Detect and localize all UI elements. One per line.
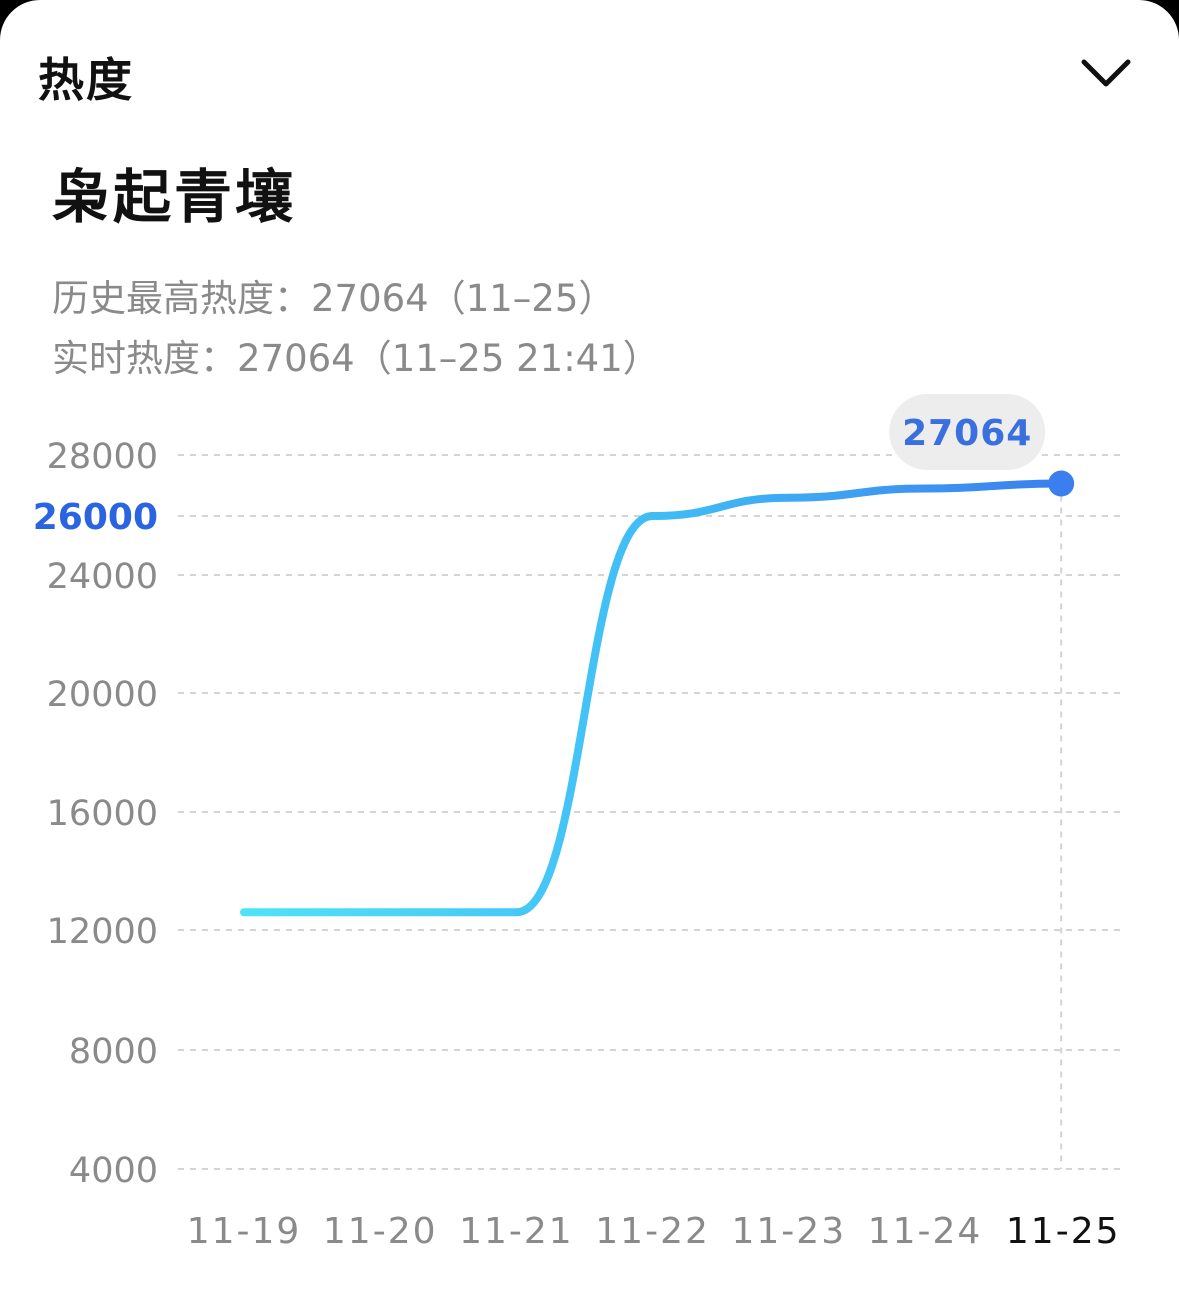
topic-title: 枭起青壤 bbox=[52, 163, 297, 231]
y-tick-label: 24000 bbox=[47, 557, 158, 597]
y-tick-label: 4000 bbox=[69, 1151, 158, 1191]
y-tick-label: 16000 bbox=[47, 794, 158, 834]
data-point[interactable] bbox=[921, 485, 929, 493]
data-point[interactable] bbox=[240, 908, 248, 916]
tooltip-bubble bbox=[889, 394, 1046, 470]
x-tick-label[interactable]: 11-23 bbox=[731, 1211, 846, 1252]
x-tick-label[interactable]: 11-19 bbox=[187, 1211, 302, 1252]
panel-title: 热度 bbox=[38, 53, 134, 107]
tooltip-value: 27064 bbox=[902, 413, 1032, 454]
data-point[interactable] bbox=[785, 494, 793, 502]
x-tick-label[interactable]: 11-24 bbox=[868, 1211, 983, 1252]
x-tick-label[interactable]: 11-21 bbox=[459, 1211, 574, 1252]
y-tick-label-highlighted: 26000 bbox=[33, 497, 158, 538]
data-point[interactable] bbox=[376, 908, 384, 916]
y-tick-label: 12000 bbox=[47, 912, 158, 952]
chevron-down-icon[interactable] bbox=[1078, 50, 1134, 94]
x-tick-label[interactable]: 11-20 bbox=[323, 1211, 438, 1252]
y-tick-label: 20000 bbox=[47, 675, 158, 715]
realtime-heat-text: 实时热度：27064（11–25 21:41） bbox=[52, 337, 660, 380]
x-tick-label-selected[interactable]: 11-25 bbox=[1006, 1211, 1121, 1252]
selected-point[interactable] bbox=[1048, 470, 1075, 497]
data-point[interactable] bbox=[649, 512, 657, 520]
heat-series-line bbox=[240, 479, 1066, 917]
heat-line-chart[interactable]: 4000 8000 12000 16000 20000 24000 26000 28000 1… bbox=[0, 390, 1179, 1263]
history-peak-text: 历史最高热度：27064（11–25） bbox=[52, 277, 616, 320]
x-tick-label[interactable]: 11-22 bbox=[595, 1211, 710, 1252]
data-point[interactable] bbox=[512, 908, 520, 916]
y-tick-label: 8000 bbox=[69, 1032, 158, 1072]
y-tick-label: 28000 bbox=[47, 437, 158, 477]
